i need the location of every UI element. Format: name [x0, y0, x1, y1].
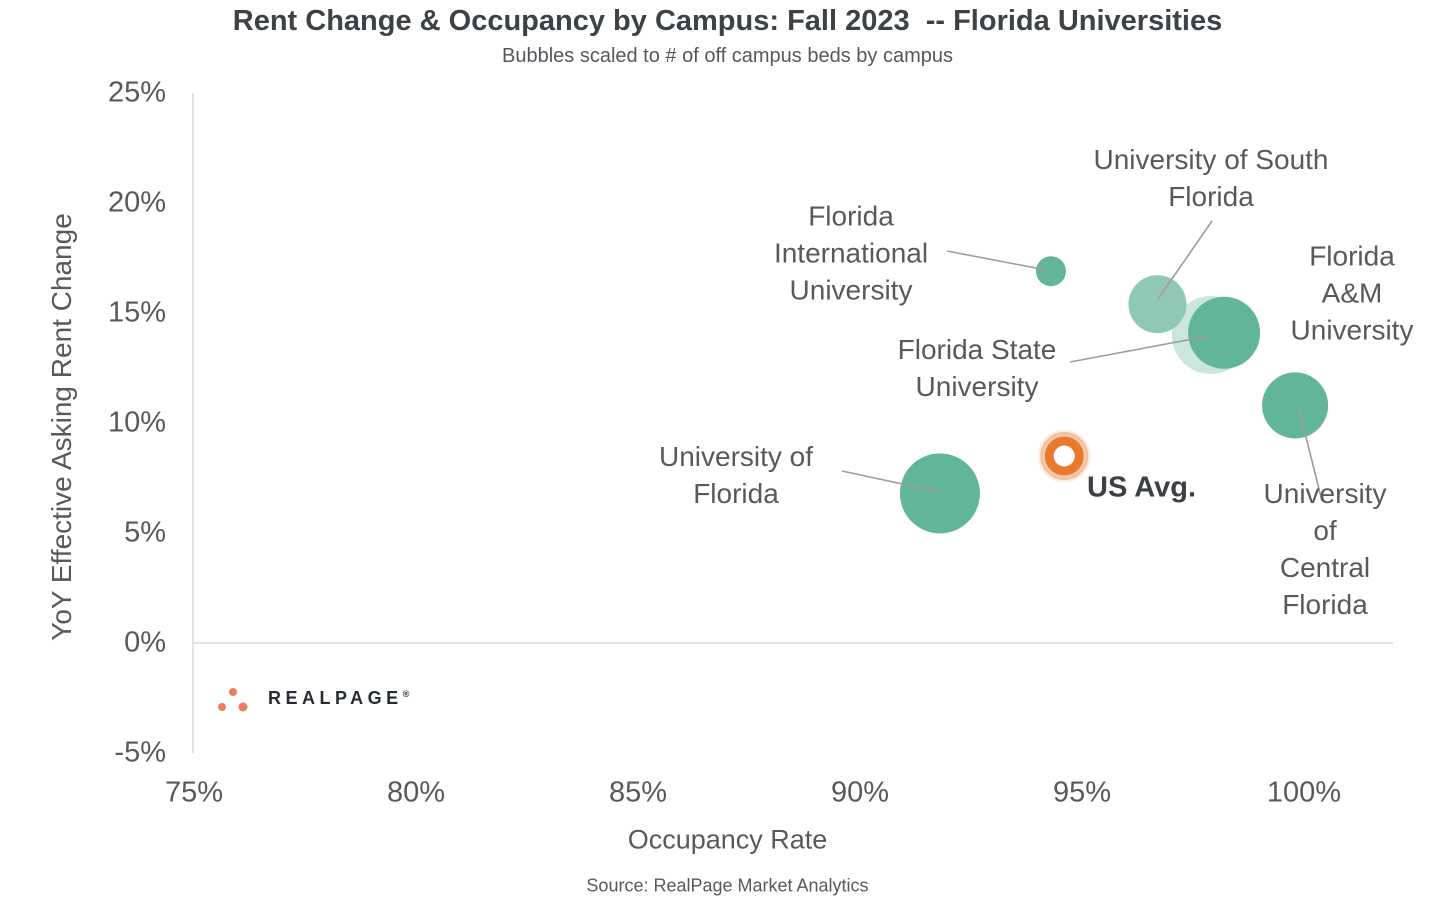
trademark-symbol: ® [402, 688, 410, 699]
chart-subtitle: Bubbles scaled to # of off campus beds b… [501, 45, 953, 67]
y-tick-5%: 5% [124, 516, 166, 549]
bubble-university-of-florida [899, 453, 980, 534]
label-florida-international-university: Florida International University [773, 200, 929, 306]
label-florida-a-m-university: Florida A&M University [1290, 240, 1414, 346]
label-florida-state-university: Florida State University [897, 334, 1057, 402]
label-university-of-central-florida: University of Central Florida [1263, 478, 1387, 620]
leader-line-university-of-florida [841, 470, 941, 493]
label-university-of-south-florida: University of South Florida [1093, 144, 1329, 212]
chart-title: Rent Change & Occupancy by Campus: Fall … [232, 5, 1223, 37]
x-axis-title: Occupancy Rate [627, 824, 828, 855]
x-tick-80%: 80% [386, 776, 446, 809]
y-tick-10%: 10% [107, 406, 166, 439]
label-university-of-florida: University of Florida [658, 441, 814, 509]
leader-line-university-of-central-florida [1298, 408, 1323, 502]
bubble-university-of-central-florida [1262, 372, 1329, 439]
x-tick-75%: 75% [164, 776, 224, 809]
realpage-dots-icon [218, 688, 248, 712]
bubble-university-of-south-florida [1128, 275, 1187, 334]
leader-line-university-of-south-florida [1157, 220, 1213, 300]
leader-line-florida-international-university [946, 250, 1047, 271]
x-tick-85%: 85% [608, 776, 668, 809]
us-avg-marker [1044, 436, 1084, 476]
y-tick-15%: 15% [107, 296, 166, 329]
y-tick-20%: 20% [107, 186, 166, 219]
realpage-wordmark: REALPAGE® [268, 687, 410, 708]
us-avg-glow [1040, 432, 1089, 480]
bubble-florida-a-m-university [1188, 296, 1261, 369]
x-tick-90%: 90% [830, 776, 890, 809]
x-tick-100%: 100% [1266, 776, 1342, 809]
realpage-logo: REALPAGE® [212, 682, 409, 714]
us-avg-label: US Avg. [1087, 471, 1197, 504]
y-tick-0%: 0% [124, 626, 166, 659]
source-text: Source: RealPage Market Analytics [586, 875, 869, 896]
y-tick-25%: 25% [107, 76, 166, 109]
bubble-florida-international-university [1035, 256, 1066, 287]
leader-line-florida-state-university [1069, 335, 1210, 363]
us-avg-glow-outer [1037, 429, 1091, 483]
y-tick--5%: -5% [114, 736, 166, 769]
x-tick-95%: 95% [1052, 776, 1112, 809]
